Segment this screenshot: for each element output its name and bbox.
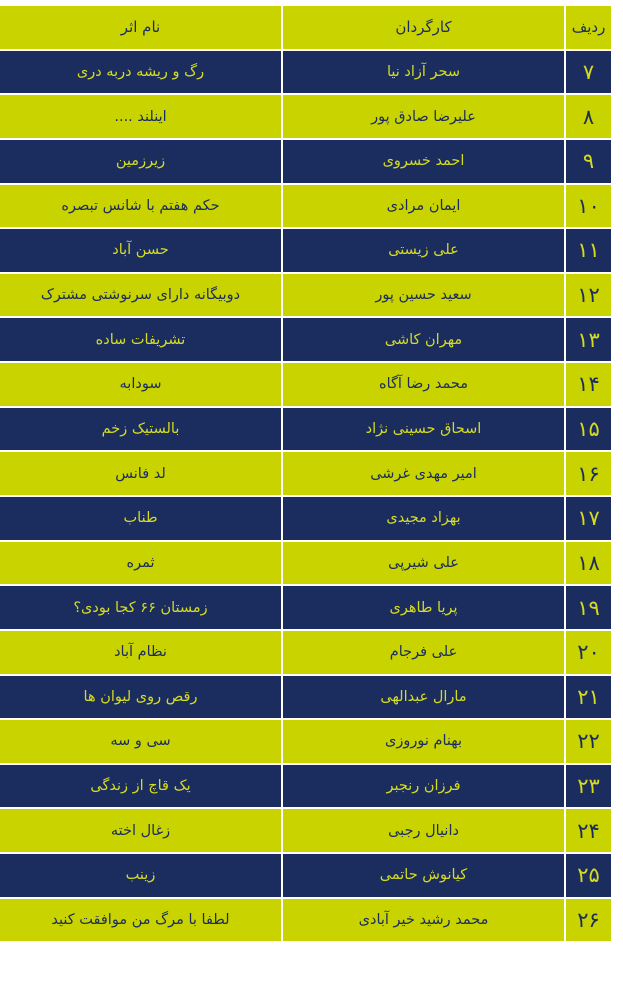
table-row: ۹ احمد خسروی زیرزمین: [0, 139, 611, 185]
director-cell: احمد خسروی: [283, 139, 564, 183]
rank-cell: ۱۳: [566, 318, 611, 362]
title-cell: زمستان ۶۶ کجا بودی؟: [0, 586, 281, 629]
table-row: ۸ علیرضا صادق پور اینلند ....: [0, 95, 611, 140]
rank-cell: ۲۲: [566, 720, 611, 763]
title-cell: حکم هفتم با شانس تبصره: [0, 184, 281, 228]
director-cell: سعید حسین پور: [283, 273, 564, 317]
director-cell: بهنام نوروزی: [283, 720, 564, 763]
rank-cell: ۱۱: [566, 229, 611, 272]
table-row: ۱۵ اسحاق حسینی نژاد بالستیک زخم: [0, 407, 611, 453]
title-cell: تشریفات ساده: [0, 318, 281, 362]
title-cell: زیرزمین: [0, 139, 281, 183]
rank-cell: ۱۲: [566, 273, 611, 317]
director-cell: علیرضا صادق پور: [283, 95, 564, 138]
table-row: ۲۶ محمد رشید خیر آبادی لطفا با مرگ من مواف…: [0, 898, 611, 944]
director-cell: سحر آزاد نیا: [283, 50, 564, 94]
rank-cell: ۲۴: [566, 809, 611, 853]
table-row: ۷ سحر آزاد نیا رگ و ریشه دربه دری: [0, 50, 611, 96]
table-row: ۱۲ سعید حسین پور دوبیگانه دارای سرنوشتی مش…: [0, 273, 611, 319]
rank-cell: ۲۵: [566, 854, 611, 897]
header-director: کارگردان: [283, 6, 564, 49]
director-cell: اسحاق حسینی نژاد: [283, 407, 564, 451]
director-cell: دانیال رجبی: [283, 809, 564, 853]
rank-cell: ۲۰: [566, 630, 611, 674]
rank-cell: ۸: [566, 95, 611, 138]
title-cell: رگ و ریشه دربه دری: [0, 50, 281, 94]
title-cell: طناب: [0, 497, 281, 540]
director-cell: کیانوش حاتمی: [283, 854, 564, 897]
table-header: ردیف کارگردان نام اثر: [0, 6, 611, 51]
director-cell: بهزاد مجیدی: [283, 497, 564, 540]
table-row: ۲۲ بهنام نوروزی سی و سه: [0, 720, 611, 765]
rank-cell: ۲۳: [566, 764, 611, 808]
director-cell: فرزان رنجبر: [283, 764, 564, 808]
rank-cell: ۱۸: [566, 541, 611, 585]
director-cell: مارال عبدالهی: [283, 675, 564, 719]
header-title: نام اثر: [0, 6, 281, 49]
director-cell: ایمان مرادی: [283, 184, 564, 228]
table-row: ۱۱ علی زیستی حسن آباد: [0, 229, 611, 274]
table-row: ۱۰ ایمان مرادی حکم هفتم با شانس تبصره: [0, 184, 611, 230]
title-cell: دوبیگانه دارای سرنوشتی مشترک: [0, 273, 281, 317]
table-row: ۲۴ دانیال رجبی زغال اخته: [0, 809, 611, 854]
director-cell: علی زیستی: [283, 229, 564, 272]
rank-cell: ۱۷: [566, 497, 611, 540]
table-row: ۱۷ بهزاد مجیدی طناب: [0, 497, 611, 542]
table-row: ۱۹ پریا طاهری زمستان ۶۶ کجا بودی؟: [0, 586, 611, 631]
table-row: ۲۵ کیانوش حاتمی زینب: [0, 854, 611, 899]
rank-cell: ۱۴: [566, 363, 611, 406]
header-rank: ردیف: [566, 6, 611, 49]
director-cell: محمد رضا آگاه: [283, 363, 564, 406]
title-cell: نظام آباد: [0, 630, 281, 674]
rank-cell: ۱۵: [566, 407, 611, 451]
rank-cell: ۱۹: [566, 586, 611, 629]
director-cell: مهران کاشی: [283, 318, 564, 362]
title-cell: اینلند ....: [0, 95, 281, 138]
rank-cell: ۲۱: [566, 675, 611, 719]
director-cell: علی شیرپی: [283, 541, 564, 585]
title-cell: زینب: [0, 854, 281, 897]
rank-cell: ۱۶: [566, 452, 611, 495]
title-cell: حسن آباد: [0, 229, 281, 272]
rank-cell: ۲۶: [566, 898, 611, 942]
title-cell: ثمره: [0, 541, 281, 585]
title-cell: لطفا با مرگ من موافقت کنید: [0, 898, 281, 942]
title-cell: بالستیک زخم: [0, 407, 281, 451]
table-row: ۲۳ فرزان رنجبر یک قاچ از زندگی: [0, 764, 611, 810]
rank-cell: ۷: [566, 50, 611, 94]
director-cell: علی فرجام: [283, 630, 564, 674]
rank-cell: ۱۰: [566, 184, 611, 228]
director-cell: امیر مهدی غرشی: [283, 452, 564, 495]
title-cell: سودابه: [0, 363, 281, 406]
table-row: ۲۱ مارال عبدالهی رقص روی لیوان ها: [0, 675, 611, 721]
rank-cell: ۹: [566, 139, 611, 183]
table-row: ۱۸ علی شیرپی ثمره: [0, 541, 611, 587]
director-cell: پریا طاهری: [283, 586, 564, 629]
title-cell: لد فانس: [0, 452, 281, 495]
table-row: ۱۴ محمد رضا آگاه سودابه: [0, 363, 611, 408]
director-cell: محمد رشید خیر آبادی: [283, 898, 564, 942]
table-row: ۱۳ مهران کاشی تشریفات ساده: [0, 318, 611, 363]
title-cell: سی و سه: [0, 720, 281, 763]
table-row: ۱۶ امیر مهدی غرشی لد فانس: [0, 452, 611, 497]
title-cell: زغال اخته: [0, 809, 281, 853]
title-cell: رقص روی لیوان ها: [0, 675, 281, 719]
title-cell: یک قاچ از زندگی: [0, 764, 281, 808]
films-table: ردیف کارگردان نام اثر ۷ سحر آزاد نیا رگ و …: [0, 6, 611, 988]
table-row: ۲۰ علی فرجام نظام آباد: [0, 630, 611, 676]
